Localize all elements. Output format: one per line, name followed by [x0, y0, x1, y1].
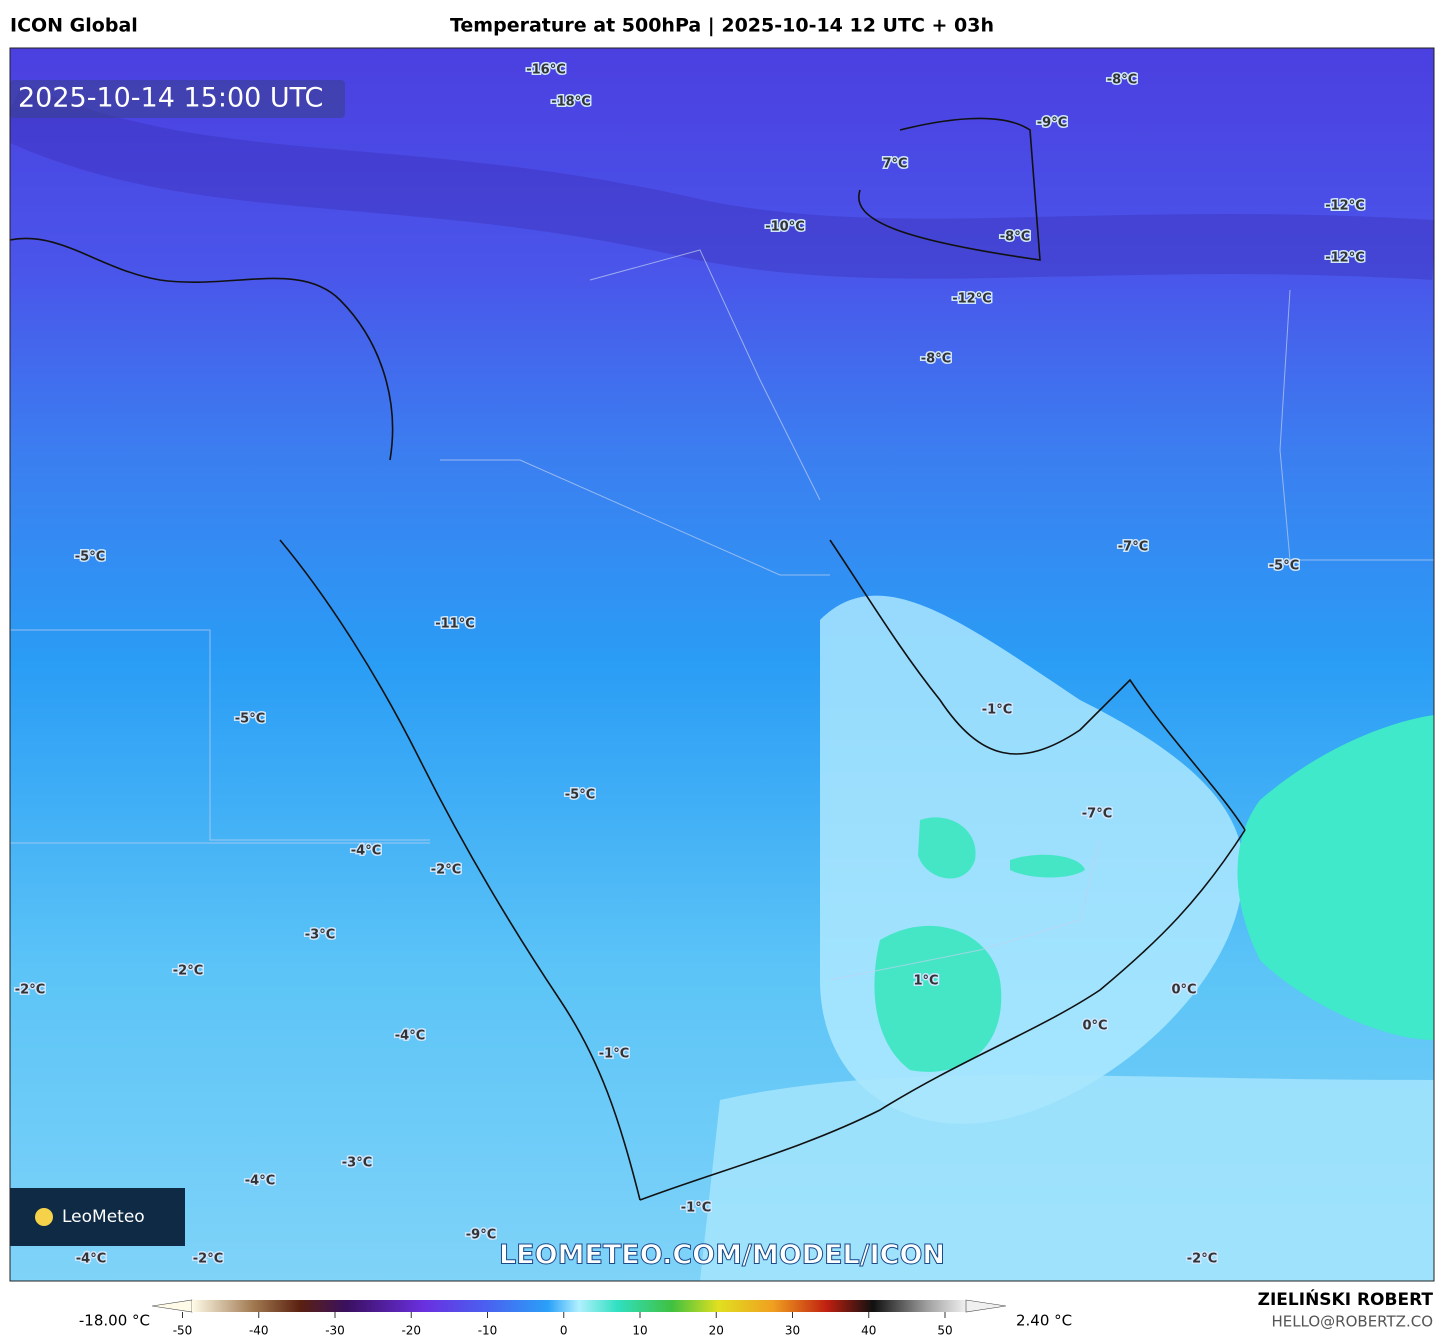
temperature-label: 1°C [913, 974, 938, 989]
temperature-label: -5°C [75, 550, 105, 565]
colorbar-tick-label: -50 [173, 1324, 193, 1338]
warm-region [700, 1075, 1434, 1281]
colorbar-tick-label: -40 [249, 1324, 269, 1338]
map: -16°C -18°C -8°C -9°C 7°C -10°C -8°C -12°C -12°C… [10, 48, 1434, 1281]
temperature-label: -2°C [193, 1252, 223, 1267]
temperature-label: -10°C [765, 220, 805, 235]
temperature-label: -9°C [1037, 116, 1067, 131]
temperature-label: -5°C [1269, 559, 1299, 574]
temperature-label: -1°C [982, 703, 1012, 718]
temperature-label: -12°C [1325, 199, 1365, 214]
colorbar-tick-label: 0 [560, 1324, 568, 1338]
colorbar-tick-label: -30 [325, 1324, 345, 1338]
temperature-label: 7°C [882, 157, 907, 172]
model-name: ICON Global [10, 15, 138, 37]
temperature-label: -4°C [395, 1029, 425, 1044]
temperature-label: -18°C [551, 95, 591, 110]
colorbar-min-label: -18.00 °C [79, 1312, 150, 1330]
map-background [10, 48, 1434, 1281]
temperature-label: -8°C [1000, 230, 1030, 245]
colorbar-tick-label: -10 [478, 1324, 498, 1338]
temperature-label: -12°C [1325, 251, 1365, 266]
temperature-label: -3°C [342, 1156, 372, 1171]
map-title: Temperature at 500hPa | 2025-10-14 12 UT… [450, 15, 994, 37]
temperature-label: -4°C [351, 844, 381, 859]
temperature-label: -5°C [235, 712, 265, 727]
temperature-label: -2°C [173, 964, 203, 979]
green-region [874, 925, 1002, 1072]
temperature-label: -16°C [526, 63, 566, 78]
green-region [1237, 715, 1434, 1040]
temperature-label: -1°C [599, 1047, 629, 1062]
temperature-label: -11°C [435, 617, 475, 632]
temperature-label: 0°C [1171, 983, 1196, 998]
email: HELLO@ROBERTZ.CO [1271, 1313, 1433, 1331]
colorbar-max-arrow [965, 1299, 1007, 1313]
temperature-label: -2°C [431, 863, 461, 878]
logo-text: LeoMeteo [62, 1207, 145, 1227]
logo-sun [35, 1208, 53, 1226]
temperature-label: -4°C [245, 1174, 275, 1189]
watermark: LEOMETEO.COM/MODEL/ICON [499, 1240, 945, 1271]
coastlines [10, 117, 1246, 1201]
colorbar [151, 1299, 1007, 1313]
valid-time: 2025-10-14 15:00 UTC [18, 83, 323, 114]
colorbar-tick-label: -20 [401, 1324, 421, 1338]
temperature-label: -8°C [921, 352, 951, 367]
colorbar-tick-label: 50 [937, 1324, 952, 1338]
temperature-label: -2°C [15, 983, 45, 998]
cold-band [10, 82, 1434, 280]
time-box [10, 80, 345, 118]
temperature-label: -7°C [1118, 540, 1148, 555]
colorbar-max-label: 2.40 °C [1016, 1312, 1072, 1330]
temperature-label: -3°C [305, 928, 335, 943]
colorbar-tick-label: 40 [861, 1324, 876, 1338]
temperature-label: -2°C [1187, 1252, 1217, 1267]
temperature-label: -12°C [952, 292, 992, 307]
temperature-label: -8°C [1107, 73, 1137, 88]
borders [10, 249, 1434, 981]
temperature-label: 0°C [1082, 1019, 1107, 1034]
colorbar-gradient [192, 1300, 966, 1312]
colorbar-tick-label: 30 [785, 1324, 800, 1338]
green-region [1010, 854, 1085, 878]
temperature-label: -5°C [565, 788, 595, 803]
temperature-label: -9°C [466, 1228, 496, 1243]
colorbar-min-arrow [151, 1299, 193, 1313]
temperature-label: -4°C [76, 1252, 106, 1267]
map-frame [9, 47, 1435, 1282]
temperature-labels: -16°C -18°C -8°C -9°C 7°C -10°C -8°C -12°C -12°C… [13, 61, 1366, 1268]
colorbar-tick-label: 10 [632, 1324, 647, 1338]
temperature-label: -7°C [1082, 807, 1112, 822]
colorbar-tick-label: 20 [709, 1324, 724, 1338]
green-region [918, 817, 976, 879]
temperature-label: -1°C [681, 1201, 711, 1216]
author: ZIELIŃSKI ROBERT [1258, 1288, 1434, 1310]
